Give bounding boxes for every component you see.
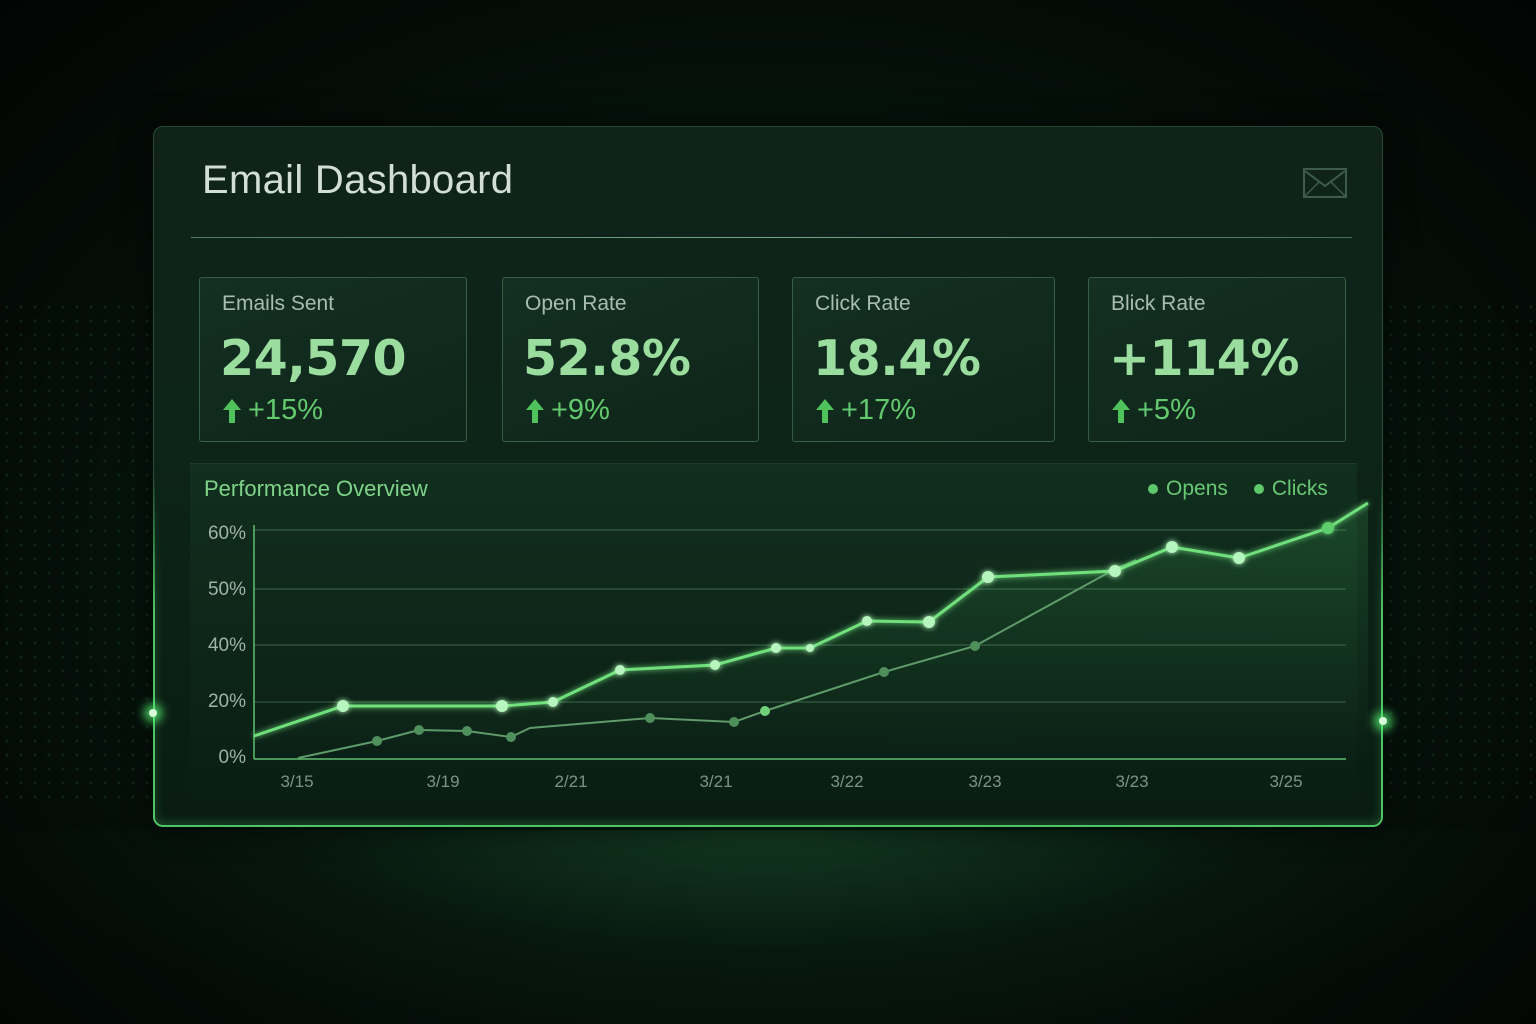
x-tick-label: 3/19 bbox=[426, 772, 460, 791]
kpi-label: Open Rate bbox=[525, 292, 627, 315]
legend-label: Clicks bbox=[1271, 477, 1328, 500]
kpi-card-blick-rate[interactable]: Blick Rate +114% +5% bbox=[1088, 277, 1346, 442]
x-tick-label: 3/25 bbox=[1269, 772, 1303, 791]
chart-title: Performance Overview bbox=[204, 476, 428, 501]
legend-item-opens[interactable]: Opens bbox=[1148, 477, 1228, 501]
y-tick-label: 50% bbox=[207, 579, 246, 600]
background-pixel-pattern-left bbox=[0, 300, 180, 800]
performance-chart-section bbox=[190, 463, 1357, 808]
kpi-label: Blick Rate bbox=[1111, 292, 1206, 315]
arrow-up-icon bbox=[1112, 398, 1130, 423]
kpi-value: 24,570 bbox=[220, 330, 407, 387]
kpi-label: Emails Sent bbox=[222, 292, 335, 315]
x-tick-label: 3/23 bbox=[1115, 772, 1149, 791]
kpi-change-value: +5% bbox=[1137, 394, 1196, 426]
x-tick-label: 3/23 bbox=[968, 772, 1002, 791]
kpi-card-open-rate[interactable]: Open Rate 52.8% +9% bbox=[502, 277, 759, 442]
kpi-value: 52.8% bbox=[523, 330, 691, 387]
background-floor-glow bbox=[0, 830, 1536, 1024]
kpi-value: +114% bbox=[1109, 330, 1299, 387]
y-tick-label: 20% bbox=[207, 691, 246, 712]
kpi-change-value: +15% bbox=[248, 394, 323, 426]
chart-legend: Opens Clicks bbox=[1148, 477, 1328, 501]
y-tick-label: 40% bbox=[207, 635, 246, 656]
page-title: Email Dashboard bbox=[202, 158, 514, 202]
arrow-up-icon bbox=[223, 398, 241, 423]
arrow-up-icon bbox=[816, 398, 834, 423]
header-divider bbox=[191, 237, 1352, 238]
legend-label: Opens bbox=[1166, 477, 1228, 500]
kpi-value: 18.4% bbox=[813, 330, 981, 387]
legend-item-clicks[interactable]: Clicks bbox=[1253, 477, 1328, 501]
arrow-up-icon bbox=[526, 398, 544, 423]
mail-icon[interactable] bbox=[1303, 168, 1347, 198]
x-tick-label: 3/21 bbox=[699, 772, 733, 791]
x-tick-label: 3/22 bbox=[830, 772, 864, 791]
x-tick-label: 2/21 bbox=[554, 772, 588, 791]
kpi-change: +5% bbox=[1111, 394, 1196, 427]
glow-spark-left bbox=[149, 709, 157, 717]
kpi-change-value: +9% bbox=[551, 394, 610, 426]
legend-dot-icon bbox=[1148, 484, 1158, 494]
y-tick-label: 60% bbox=[207, 523, 246, 544]
kpi-change: +17% bbox=[815, 394, 916, 427]
glow-spark-right bbox=[1379, 717, 1387, 725]
kpi-card-click-rate[interactable]: Click Rate 18.4% +17% bbox=[792, 277, 1055, 442]
x-tick-label: 3/15 bbox=[280, 772, 314, 791]
kpi-label: Click Rate bbox=[815, 292, 911, 315]
kpi-change: +15% bbox=[222, 394, 323, 427]
kpi-change-value: +17% bbox=[841, 394, 916, 426]
background-pixel-pattern-right bbox=[1356, 300, 1536, 800]
kpi-change: +9% bbox=[525, 394, 610, 427]
kpi-card-emails-sent[interactable]: Emails Sent 24,570 +15% bbox=[199, 277, 467, 442]
legend-dot-icon bbox=[1253, 484, 1264, 494]
y-tick-label: 0% bbox=[218, 747, 246, 768]
